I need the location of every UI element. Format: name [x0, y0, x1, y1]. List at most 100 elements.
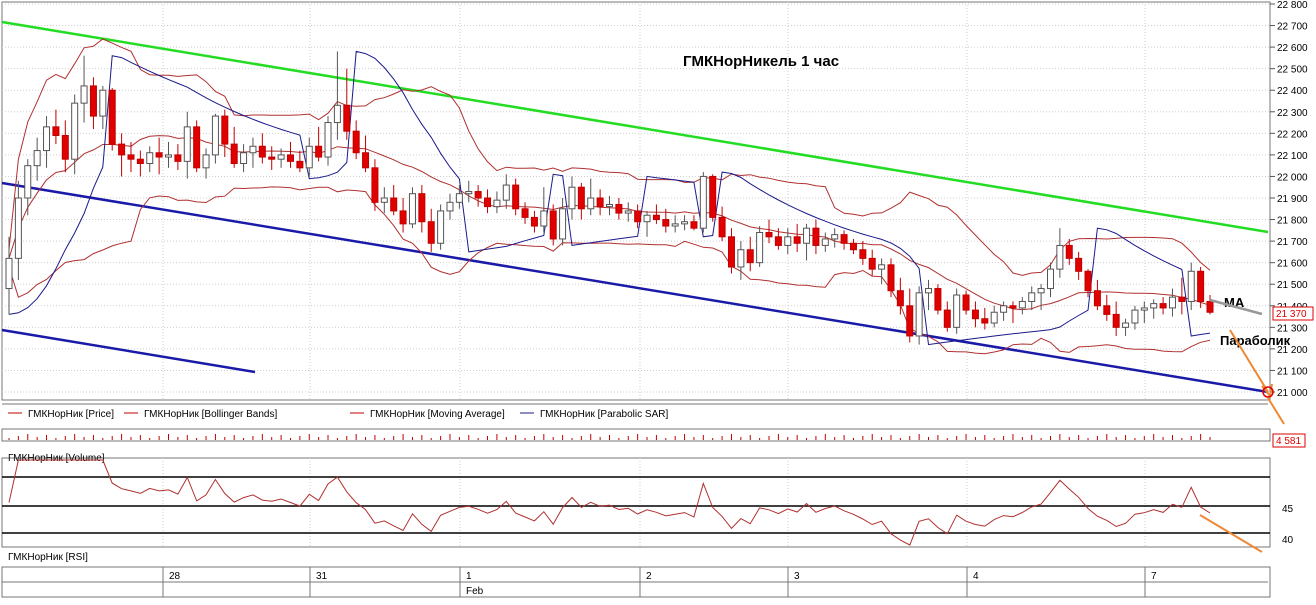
price-tick-label: 21 100 — [1277, 366, 1308, 377]
candle-down — [859, 249, 867, 259]
candle-up — [502, 184, 510, 201]
candle-up — [878, 264, 886, 270]
candle-down — [840, 234, 848, 244]
rsi-line — [8, 459, 1211, 546]
volume-label: ГМКНорНик [Volume] — [8, 453, 105, 464]
candle-down — [390, 197, 398, 212]
candle-down — [774, 236, 782, 246]
candle-down — [427, 221, 435, 244]
candle-up — [71, 102, 79, 160]
candle-up — [624, 210, 632, 214]
candle-up — [925, 288, 933, 294]
candle-down — [371, 167, 379, 203]
candle-down — [934, 288, 942, 311]
candle-down — [296, 160, 304, 169]
candle-up — [1131, 309, 1139, 324]
candle-down — [577, 186, 585, 210]
rsi-levels — [2, 476, 1270, 553]
price-tick-label: 21 700 — [1277, 237, 1308, 248]
candle-up — [333, 104, 341, 124]
parabolic-annotation: Параболик — [1220, 333, 1291, 348]
x-tick-label: 1 — [466, 571, 472, 582]
last-price-label: 21 370 — [1276, 309, 1307, 320]
candle-up — [737, 249, 745, 268]
price-tick-label: 22 600 — [1277, 43, 1308, 54]
candle-down — [174, 154, 182, 162]
volume-panel — [1, 428, 1271, 442]
parabolic-sar — [8, 50, 1211, 346]
candle-up — [249, 145, 257, 154]
candle-down — [1075, 257, 1083, 272]
candle-up — [446, 201, 454, 212]
price-tick-label: 21 500 — [1277, 280, 1308, 291]
candle-up — [1018, 300, 1026, 309]
candle-down — [1159, 303, 1167, 309]
candle-down — [662, 219, 670, 227]
target-circle — [1262, 386, 1274, 398]
x-tick-label: 28 — [169, 571, 181, 582]
candle-up — [305, 145, 313, 169]
candle-down — [155, 152, 163, 158]
legend: ГМКНорНик [Price] ГМКНорНик [Bollinger Ba… — [8, 409, 668, 420]
candle-up — [671, 223, 679, 227]
candles — [5, 51, 1214, 345]
legend-item: ГМКНорНик [Price] — [28, 409, 114, 420]
candle-down — [512, 184, 520, 210]
candle-down — [1093, 290, 1101, 307]
candle-up — [1187, 270, 1195, 302]
candle-up — [606, 203, 613, 208]
legend-item: ГМКНорНик [Bollinger Bands] — [144, 409, 277, 420]
volume-last-label: 4 581 — [1276, 436, 1301, 447]
candle-down — [61, 134, 69, 160]
ma-projection-arrow — [1209, 298, 1263, 316]
candle-down — [136, 158, 144, 165]
candle-up — [681, 221, 689, 225]
candle-down — [221, 115, 229, 145]
candle-down — [690, 221, 698, 229]
candle-down — [887, 264, 895, 292]
price-tick-label: 22 400 — [1277, 86, 1308, 97]
candle-up — [1168, 296, 1176, 309]
price-tick-label: 22 000 — [1277, 172, 1308, 183]
candle-up — [568, 186, 576, 210]
candle-down — [1112, 313, 1120, 328]
candle-down — [943, 309, 951, 328]
candle-up — [1140, 307, 1148, 311]
candle-down — [615, 203, 623, 214]
bollinger-lower — [8, 186, 1211, 355]
candle-down — [418, 193, 426, 223]
candle-down — [1103, 305, 1111, 315]
candle-up — [43, 126, 51, 152]
candle-up — [1000, 305, 1008, 313]
candle-down — [1206, 300, 1214, 313]
price-tick-label: 22 700 — [1277, 22, 1308, 33]
candle-down — [868, 257, 876, 270]
candle-up — [821, 238, 829, 246]
candle-down — [362, 152, 370, 169]
candle-up — [99, 89, 107, 117]
price-tick-label: 21 600 — [1277, 259, 1308, 270]
candle-down — [1084, 270, 1092, 292]
candle-up — [146, 152, 154, 165]
price-tick-label: 21 300 — [1277, 323, 1308, 334]
candle-up — [493, 199, 501, 208]
candle-up — [803, 227, 811, 244]
candle-up — [455, 193, 463, 203]
candle-up — [1122, 322, 1130, 328]
legend-item: ГМКНорНик [Parabolic SAR] — [540, 409, 668, 420]
candle-down — [521, 208, 529, 218]
candle-up — [784, 236, 792, 246]
candle-down — [962, 294, 970, 311]
candle-down — [718, 216, 726, 238]
candle-down — [343, 104, 351, 132]
candle-down — [634, 210, 642, 223]
candle-up — [80, 85, 88, 104]
candle-up — [183, 126, 191, 162]
candle-down — [352, 130, 360, 154]
x-tick-label: 3 — [794, 571, 800, 582]
candle-up — [14, 197, 22, 259]
lower-parallel-line — [1, 328, 256, 374]
candle-down — [596, 197, 604, 208]
candle-up — [211, 115, 219, 156]
candle-down — [896, 290, 904, 307]
